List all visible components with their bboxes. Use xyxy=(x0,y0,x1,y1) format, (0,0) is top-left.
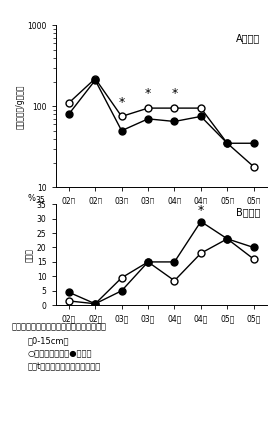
Text: *: * xyxy=(198,204,204,217)
Text: *: * xyxy=(145,87,151,100)
Text: B寄生率: B寄生率 xyxy=(236,207,260,217)
Text: （0-15cm）: （0-15cm） xyxy=(28,336,69,345)
Text: 35: 35 xyxy=(35,196,45,205)
Text: ＊はt検定（５％）で有意差有り: ＊はt検定（５％）で有意差有り xyxy=(28,362,101,371)
Text: %: % xyxy=(28,194,36,203)
Y-axis label: 卵密度（個/g乾土）: 卵密度（個/g乾土） xyxy=(15,84,24,128)
Text: 図１　卵密度及び天敵微生物寄生率の推移: 図１ 卵密度及び天敵微生物寄生率の推移 xyxy=(11,322,106,331)
Text: *: * xyxy=(171,87,178,100)
Y-axis label: 寄生率: 寄生率 xyxy=(25,248,34,261)
Text: *: * xyxy=(118,96,125,109)
Text: ○：ロータリ耕　●：浅耕: ○：ロータリ耕 ●：浅耕 xyxy=(28,349,92,358)
Text: A卵密度: A卵密度 xyxy=(236,33,260,43)
